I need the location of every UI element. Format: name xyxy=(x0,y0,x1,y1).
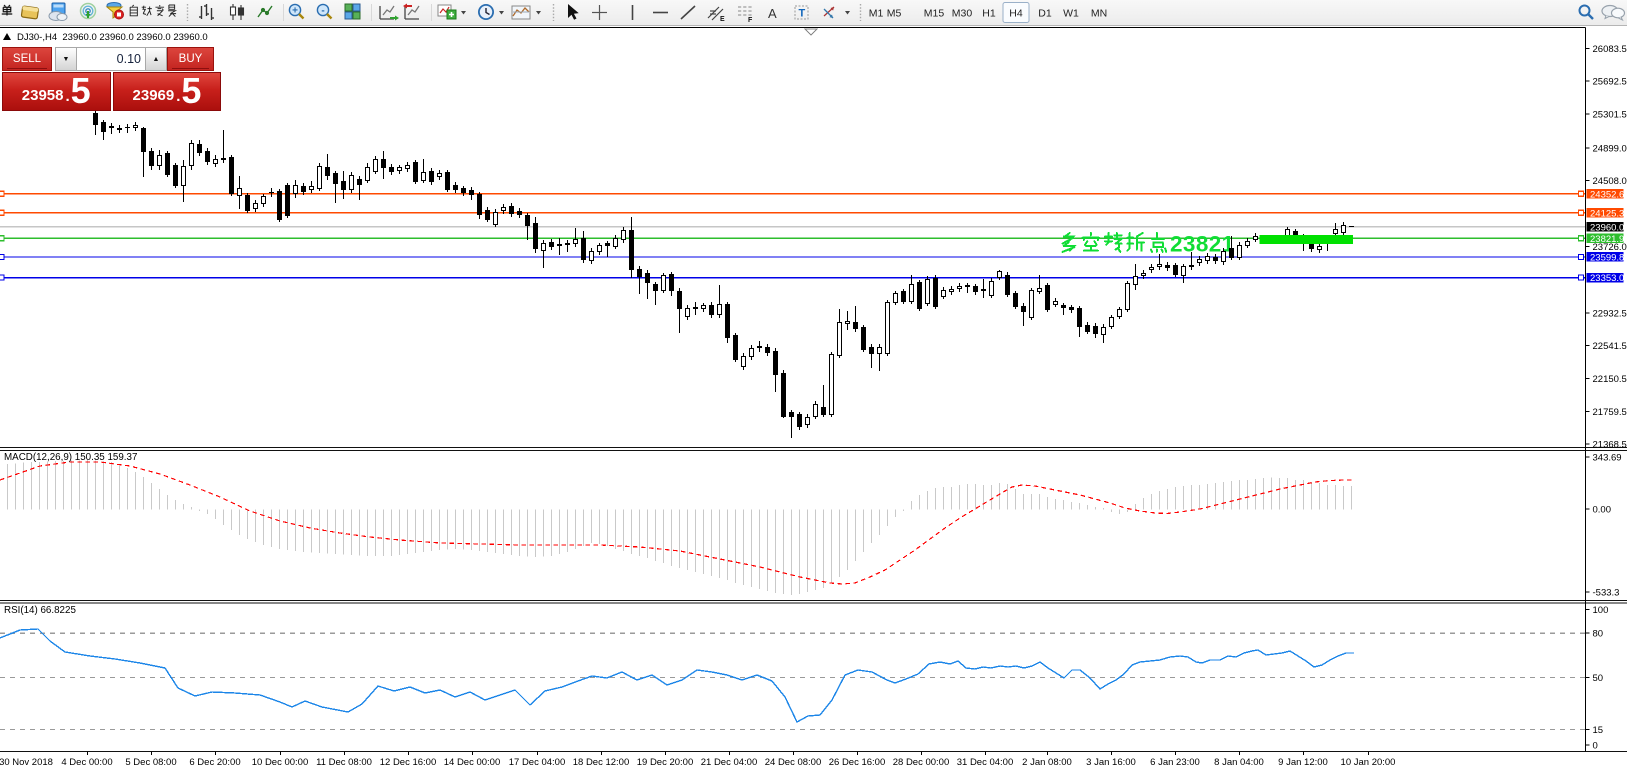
svg-text:25692.5: 25692.5 xyxy=(1593,77,1627,88)
svg-text:+: + xyxy=(292,5,298,16)
svg-text:D1: D1 xyxy=(1038,8,1052,20)
svg-text:11 Dec 08:00: 11 Dec 08:00 xyxy=(316,757,372,768)
svg-text:23599.8: 23599.8 xyxy=(1590,253,1624,264)
svg-text:23353.0: 23353.0 xyxy=(1590,273,1624,284)
svg-text:21759.5: 21759.5 xyxy=(1593,407,1627,418)
svg-text:F: F xyxy=(748,17,753,24)
svg-text:28 Dec 00:00: 28 Dec 00:00 xyxy=(893,757,950,768)
svg-text:8 Jan 04:00: 8 Jan 04:00 xyxy=(1214,757,1264,768)
svg-text:-533.3: -533.3 xyxy=(1593,588,1620,599)
svg-text:MN: MN xyxy=(1091,8,1107,20)
svg-text:21368.5: 21368.5 xyxy=(1593,440,1627,451)
svg-text:30 Nov 2018: 30 Nov 2018 xyxy=(0,757,53,768)
svg-text:15: 15 xyxy=(1593,725,1604,736)
svg-text:0: 0 xyxy=(1593,741,1598,752)
svg-text:31 Dec 04:00: 31 Dec 04:00 xyxy=(957,757,1014,768)
svg-text:23960.0: 23960.0 xyxy=(1590,222,1624,233)
svg-text:17 Dec 04:00: 17 Dec 04:00 xyxy=(509,757,566,768)
svg-text:14 Dec 00:00: 14 Dec 00:00 xyxy=(444,757,501,768)
svg-text:23726.0: 23726.0 xyxy=(1593,242,1627,253)
svg-text:T: T xyxy=(799,8,806,20)
svg-text:H1: H1 xyxy=(982,8,996,20)
svg-text:24 Dec 08:00: 24 Dec 08:00 xyxy=(765,757,822,768)
svg-text:6 Jan 23:00: 6 Jan 23:00 xyxy=(1150,757,1200,768)
svg-text:24508.0: 24508.0 xyxy=(1593,176,1627,187)
svg-text:22541.5: 22541.5 xyxy=(1593,341,1627,352)
svg-text:E: E xyxy=(720,16,725,23)
svg-text:343.69: 343.69 xyxy=(1593,453,1622,464)
svg-text:23821.9: 23821.9 xyxy=(1590,234,1624,245)
svg-text:24125.3: 24125.3 xyxy=(1590,208,1624,219)
svg-text:26 Dec 16:00: 26 Dec 16:00 xyxy=(829,757,886,768)
svg-text:W1: W1 xyxy=(1063,8,1079,20)
svg-text:M15: M15 xyxy=(924,8,945,20)
svg-text:25301.5: 25301.5 xyxy=(1593,110,1627,121)
svg-text:9 Jan 12:00: 9 Jan 12:00 xyxy=(1278,757,1328,768)
svg-text:A: A xyxy=(768,6,777,21)
svg-text:H4: H4 xyxy=(1009,8,1023,20)
svg-text:21 Dec 04:00: 21 Dec 04:00 xyxy=(701,757,758,768)
svg-text:18 Dec 12:00: 18 Dec 12:00 xyxy=(573,757,630,768)
svg-text:19 Dec 20:00: 19 Dec 20:00 xyxy=(637,757,694,768)
svg-text:3 Jan 16:00: 3 Jan 16:00 xyxy=(1086,757,1136,768)
svg-text:MACD(12,26,9) 150.35 159.37: MACD(12,26,9) 150.35 159.37 xyxy=(4,452,137,463)
svg-text:12 Dec 16:00: 12 Dec 16:00 xyxy=(380,757,437,768)
svg-text:24352.6: 24352.6 xyxy=(1590,189,1624,200)
svg-text:M5: M5 xyxy=(887,8,902,20)
svg-text:RSI(14) 66.8225: RSI(14) 66.8225 xyxy=(4,605,76,616)
svg-text:26083.5: 26083.5 xyxy=(1593,44,1627,55)
svg-text:22150.5: 22150.5 xyxy=(1593,374,1627,385)
svg-text:10 Dec 00:00: 10 Dec 00:00 xyxy=(252,757,309,768)
svg-text:50: 50 xyxy=(1593,673,1604,684)
svg-text:-: - xyxy=(321,5,324,16)
svg-text:24899.0: 24899.0 xyxy=(1593,143,1627,154)
svg-text:2 Jan 08:00: 2 Jan 08:00 xyxy=(1022,757,1072,768)
svg-text:80: 80 xyxy=(1593,629,1604,640)
svg-text:22932.5: 22932.5 xyxy=(1593,308,1627,319)
svg-text:M1: M1 xyxy=(869,8,884,20)
svg-text:10 Jan 20:00: 10 Jan 20:00 xyxy=(1341,757,1396,768)
svg-text:100: 100 xyxy=(1593,605,1609,616)
svg-text:4 Dec 00:00: 4 Dec 00:00 xyxy=(61,757,112,768)
svg-text:M30: M30 xyxy=(952,8,973,20)
svg-text:5 Dec 08:00: 5 Dec 08:00 xyxy=(125,757,176,768)
svg-text:6 Dec 20:00: 6 Dec 20:00 xyxy=(189,757,240,768)
svg-text:0.00: 0.00 xyxy=(1593,505,1612,516)
